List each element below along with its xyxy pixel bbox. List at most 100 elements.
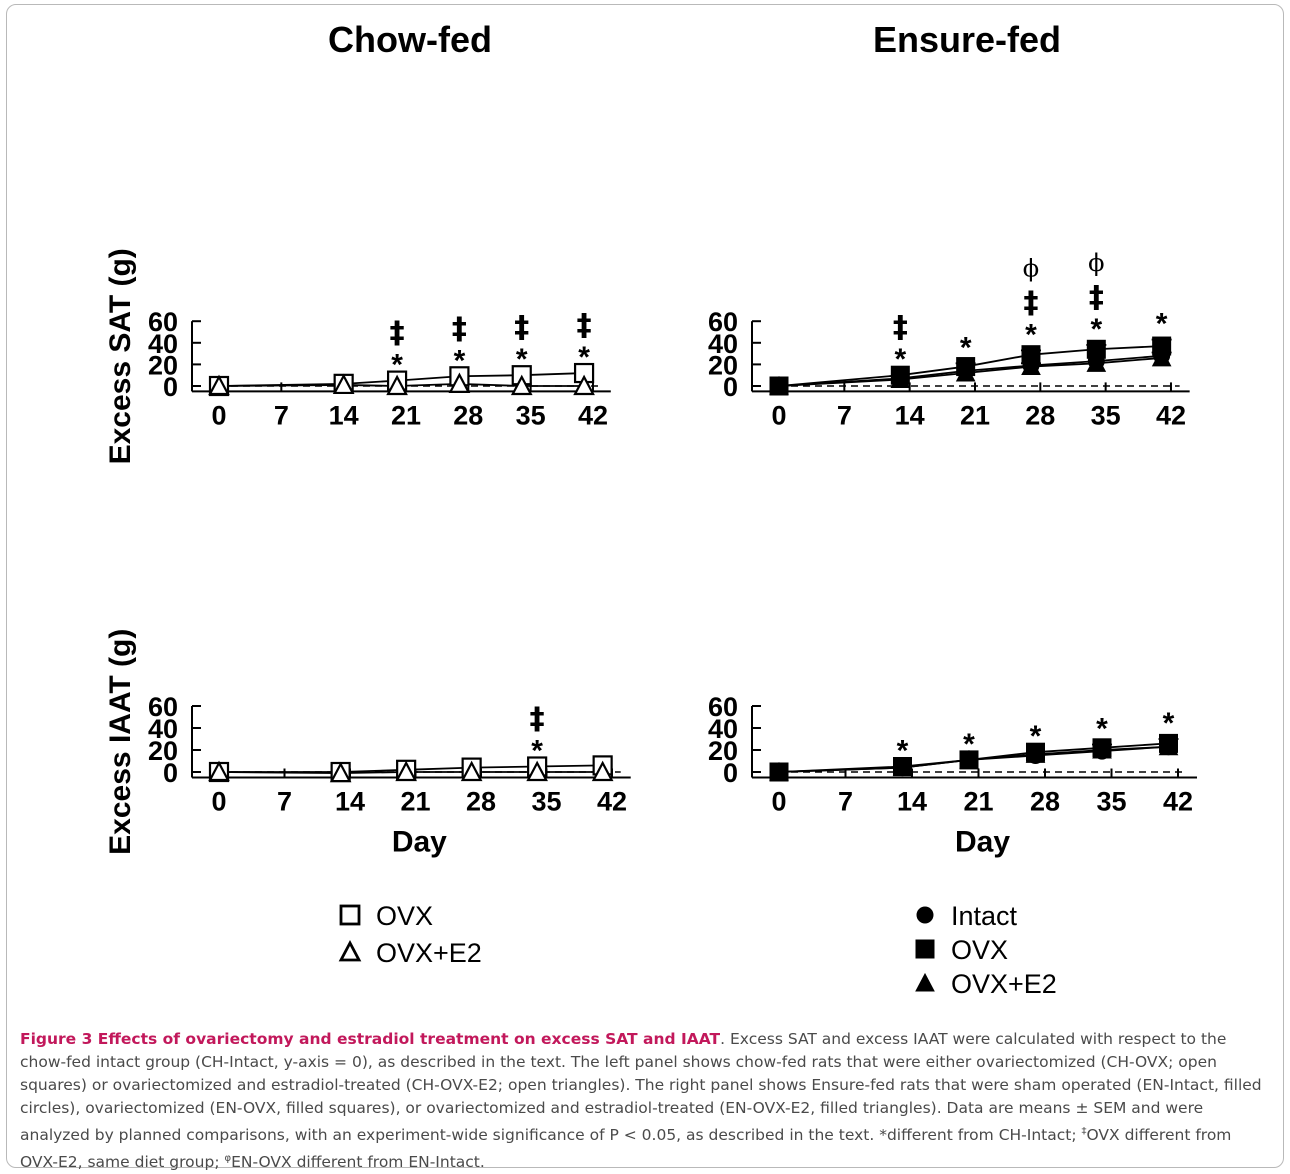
significance-phi: ϕ (1023, 254, 1039, 282)
significance-asterisk: * (897, 735, 909, 768)
data-point-filled-triangle (890, 369, 911, 389)
data-point-filled-triangle (769, 761, 789, 781)
y-tick-label: 40 (708, 714, 738, 744)
data-point-open-triangle (448, 372, 471, 393)
y-tick-label: 40 (148, 329, 178, 359)
data-point-filled-triangle (1086, 353, 1107, 372)
x-tick-label: 35 (516, 400, 546, 430)
data-point-filled-triangle (1021, 356, 1041, 376)
filled-square-marker (915, 939, 935, 959)
data-point-open-triangle (329, 761, 352, 783)
data-point-open-triangle (510, 374, 533, 396)
data-point-open-triangle (386, 374, 408, 396)
x-tick-label: 21 (963, 787, 993, 817)
significance-asterisk: * (391, 349, 403, 382)
y-tick-label: 40 (148, 714, 178, 744)
significance-double-dagger: ‡ (1023, 285, 1038, 320)
series-line-ovx-e2 (778, 357, 1162, 387)
data-point-open-triangle (332, 373, 355, 395)
series-line-ovx (778, 742, 1169, 773)
significance-asterisk: * (960, 331, 972, 364)
y-tick-label: 20 (148, 736, 178, 766)
column-title-chow-fed: Chow-fed (328, 19, 492, 60)
data-point-filled-triangle (1092, 739, 1112, 759)
y-tick-label: 0 (163, 758, 178, 788)
x-tick-label: 21 (960, 400, 990, 430)
x-tick-label: 35 (1091, 400, 1121, 430)
open-triangle-marker (338, 940, 362, 962)
significance-asterisk: * (531, 735, 543, 768)
open-square-marker (339, 904, 361, 926)
x-tick-label: 21 (400, 787, 430, 817)
significance-double-dagger: ‡ (514, 310, 529, 345)
x-tick-label: 0 (771, 400, 786, 430)
x-tick-label: 28 (466, 787, 496, 817)
x-tick-label: 42 (597, 787, 627, 817)
data-point-filled-triangle (769, 375, 789, 395)
legend-label-chow-ovx: OVX (376, 901, 433, 931)
significance-asterisk: * (1163, 707, 1175, 740)
legend-label-ensure-intact: Intact (951, 901, 1018, 931)
data-point-filled-triangle (1151, 347, 1172, 367)
y-tick-label: 60 (148, 307, 178, 337)
x-tick-label: 7 (274, 400, 289, 430)
legend-label-ensure-ovx-e2: OVX+E2 (951, 969, 1057, 999)
caption-body-1: . Excess SAT and excess IAAT were calcul… (20, 1030, 1262, 1145)
x-tick-label: 7 (838, 787, 853, 817)
figure-caption: Figure 3 Effects of ovariectomy and estr… (20, 1028, 1272, 1174)
significance-asterisk: * (1025, 318, 1037, 351)
x-tick-label: 7 (837, 400, 852, 430)
legend-label-ensure-ovx: OVX (951, 935, 1008, 965)
data-point-filled-triangle (1158, 736, 1179, 756)
caption-sup-1: ‡ (1081, 1126, 1087, 1137)
x-tick-label: 28 (1030, 787, 1060, 817)
series-line-ovx (778, 345, 1162, 387)
y-tick-label: 20 (708, 736, 738, 766)
significance-asterisk: * (894, 343, 906, 376)
data-point-filled-triangle (1025, 744, 1046, 763)
data-point-open-triangle (460, 760, 483, 782)
significance-asterisk: * (454, 344, 466, 377)
y-tick-label: 0 (723, 372, 738, 402)
data-point-open-triangle (526, 760, 548, 782)
significance-asterisk: * (963, 728, 975, 761)
y-tick-label: 60 (708, 307, 738, 337)
x-tick-label: 42 (578, 400, 608, 430)
significance-double-dagger: ‡ (893, 310, 908, 345)
significance-double-dagger: ‡ (1089, 280, 1104, 315)
significance-asterisk: * (1096, 713, 1108, 746)
filled-circle-marker (916, 906, 934, 924)
x-tick-label: 21 (391, 400, 421, 430)
data-point-open-triangle (395, 760, 417, 782)
y-tick-label: 20 (148, 350, 178, 380)
y-tick-label: 60 (708, 692, 738, 722)
y-tick-label: 0 (723, 758, 738, 788)
significance-double-dagger: ‡ (390, 316, 405, 351)
y-tick-label: 40 (708, 329, 738, 359)
significance-double-dagger: ‡ (452, 311, 467, 346)
significance-asterisk: * (578, 341, 590, 374)
x-tick-label: 35 (531, 787, 561, 817)
data-point-filled-triangle (892, 757, 913, 777)
x-tick-label: 14 (329, 400, 359, 430)
y-tick-label: 60 (148, 692, 178, 722)
series-line-ovx-e2 (778, 745, 1169, 773)
legend-label-chow-ovx-e2: OVX+E2 (376, 938, 482, 968)
data-point-open-triangle (208, 760, 230, 782)
filled-triangle-marker (915, 972, 935, 992)
x-tick-label: 35 (1096, 787, 1126, 817)
column-title-ensure-fed: Ensure-fed (873, 19, 1061, 60)
caption-body-3: EN-OVX different from EN-Intact. (231, 1153, 485, 1172)
data-point-open-triangle (573, 374, 595, 396)
x-tick-label: 0 (771, 787, 786, 817)
series-line-ovx (219, 764, 603, 773)
data-point-open-triangle (591, 760, 614, 782)
data-point-open-triangle (208, 374, 230, 396)
series-line-ovx-e2 (218, 382, 585, 387)
caption-body-2: OVX different from OVX-E2, same diet gro… (20, 1126, 1232, 1172)
x-tick-label: 14 (895, 400, 925, 430)
significance-double-dagger: ‡ (577, 308, 592, 343)
